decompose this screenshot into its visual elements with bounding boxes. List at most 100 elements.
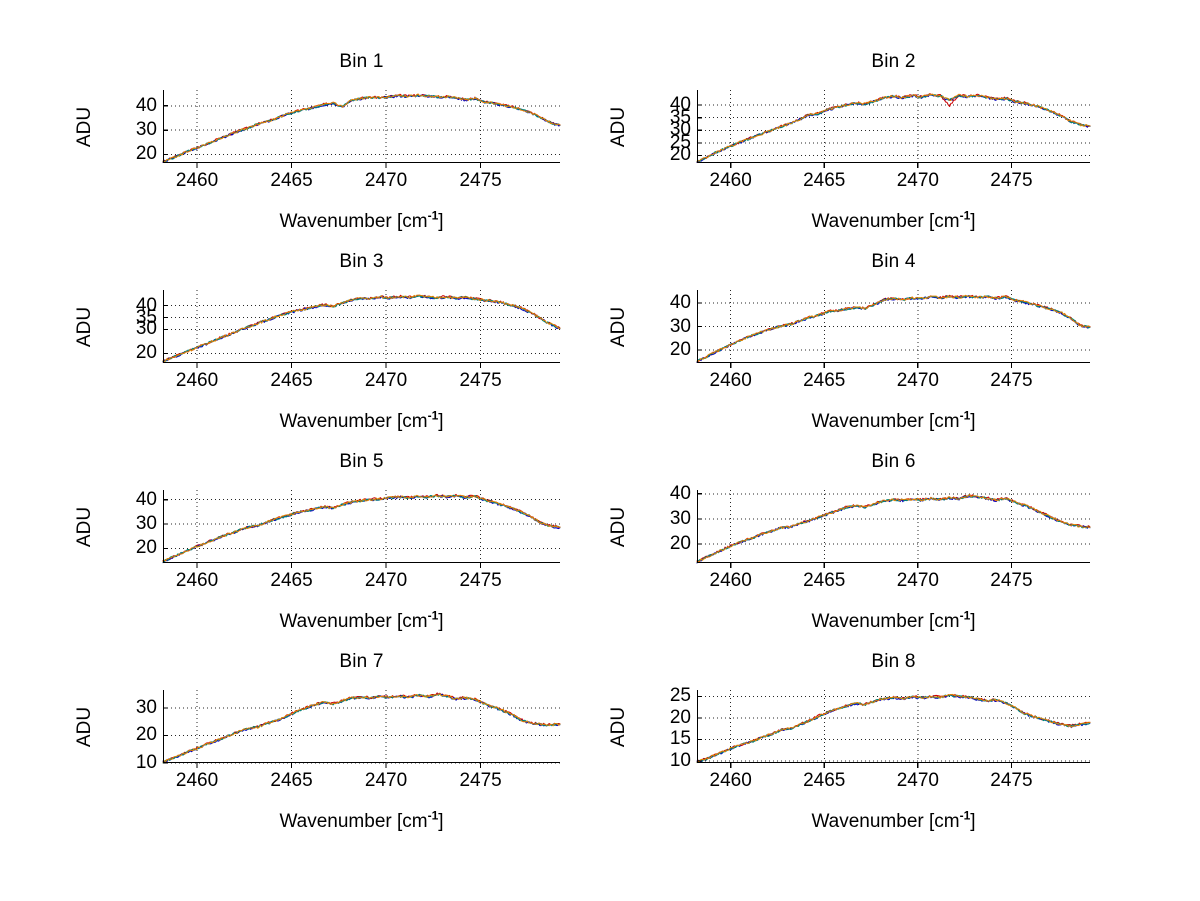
y-tick-label: 40	[135, 488, 157, 510]
data-series-series4	[696, 93, 1091, 162]
data-series-series4	[696, 294, 1091, 362]
y-tick-label: 15	[669, 728, 691, 750]
gridlines	[163, 690, 560, 764]
y-tick-labels: 20 30 35 40	[109, 290, 157, 363]
x-tick-label: 2475	[459, 770, 502, 791]
data-series-series2	[162, 94, 561, 163]
x-axis-label-text: Wavenumber [cm	[279, 811, 428, 832]
data-series-series3	[696, 694, 1091, 764]
y-tick-label: 20	[669, 706, 691, 728]
x-tick-label: 2465	[803, 170, 846, 191]
x-axis-label: Wavenumber [cm-1]	[697, 208, 1090, 232]
x-axis-label-text: Wavenumber [cm	[279, 211, 428, 232]
x-axis-label: Wavenumber [cm-1]	[697, 408, 1090, 432]
plot-svg	[696, 690, 1091, 768]
x-axis-label-bracket: ]	[438, 811, 444, 832]
x-axis-label-exponent: -1	[959, 608, 971, 623]
data-series-series2	[162, 294, 561, 363]
x-axis-label: Wavenumber [cm-1]	[163, 410, 560, 432]
x-axis-label-exponent: -1	[959, 208, 971, 223]
x-tick-label: 2475	[459, 170, 502, 191]
y-tick-label: 35	[135, 306, 157, 328]
y-tick-label: 30	[669, 315, 691, 337]
plot-area	[162, 490, 561, 568]
subplot-panel: Bin 8 10 15 20 25 ADU 2460 2465 2470 2475 Wavenumb…	[600, 651, 1091, 843]
y-tick-label: 25	[669, 685, 691, 707]
x-tick-label: 2465	[803, 770, 846, 791]
panel-title: Bin 4	[871, 251, 916, 272]
y-tick-labels: 20 30 40	[643, 484, 691, 563]
plot-area	[696, 690, 1091, 768]
gridlines	[163, 290, 560, 363]
plot-svg	[696, 290, 1091, 368]
x-tick-label: 2465	[270, 770, 313, 791]
y-axis-label: ADU	[74, 106, 95, 147]
data-series-series1	[696, 93, 1091, 164]
gridlines	[163, 90, 560, 163]
axis-lines	[696, 690, 1090, 768]
data-series-series3	[162, 494, 561, 563]
data-series-series1	[162, 692, 561, 763]
x-tick-label: 2470	[364, 570, 408, 591]
x-tick-label: 2465	[270, 170, 313, 191]
gridlines	[163, 490, 560, 563]
x-axis-label-text: Wavenumber [cm	[279, 611, 428, 632]
plot-svg	[162, 690, 561, 768]
panel-title: Bin 6	[871, 451, 916, 472]
x-axis-label-bracket: ]	[970, 211, 976, 232]
y-tick-labels: 20 30 40	[109, 90, 157, 164]
y-axis-label: ADU	[74, 506, 95, 547]
panel-title: Bin 5	[339, 451, 384, 472]
x-axis-label: Wavenumber [cm-1]	[697, 810, 1090, 832]
y-tick-labels: 10 15 20 25	[643, 686, 691, 769]
x-axis-label: Wavenumber [cm-1]	[697, 608, 1090, 632]
x-axis-label-exponent: -1	[959, 408, 971, 423]
x-tick-label: 2470	[896, 770, 939, 791]
x-tick-label: 2465	[803, 370, 846, 391]
y-tick-label: 20	[669, 339, 691, 361]
x-tick-label: 2460	[175, 170, 219, 191]
y-tick-label: 40	[669, 94, 691, 116]
data-series-series2	[162, 693, 561, 763]
plot-svg	[696, 90, 1091, 168]
panel-title: Bin 3	[339, 251, 384, 272]
data-series-series4	[162, 294, 561, 363]
x-tick-label: 2460	[709, 170, 752, 191]
subplot-panel: Bin 7 10 20 30 ADU 2460 2465 2470 2475 Wavenumber…	[60, 652, 561, 843]
plot-area	[162, 290, 561, 368]
y-tick-label: 30	[669, 119, 691, 141]
y-tick-label: 30	[135, 696, 157, 718]
data-series-series1	[162, 294, 561, 363]
x-axis-label-bracket: ]	[970, 611, 976, 632]
y-tick-labels: 10 20 30	[109, 690, 157, 772]
axis-lines	[162, 690, 560, 768]
y-tick-labels: 20 30 40	[109, 490, 157, 563]
x-tick-label: 2465	[270, 570, 313, 591]
y-axis-label: ADU	[608, 706, 629, 747]
plot-svg	[162, 90, 561, 168]
subplot-panel: Bin 2 20 25 30 35 40 ADU 2460 2465 2470 2475 Wavenu…	[600, 52, 1091, 243]
x-tick-label: 2475	[990, 170, 1033, 191]
x-axis-label-bracket: ]	[438, 411, 444, 432]
x-tick-label: 2470	[896, 170, 939, 191]
y-tick-label: 35	[669, 106, 691, 128]
y-tick-label: 40	[135, 294, 157, 316]
x-tick-label: 2470	[364, 170, 408, 191]
plot-area	[162, 690, 561, 768]
x-axis-label-bracket: ]	[970, 811, 976, 832]
y-axis-label: ADU	[608, 306, 629, 347]
x-tick-label: 2460	[175, 370, 219, 391]
data-series-series2	[696, 694, 1091, 763]
x-tick-label: 2470	[364, 370, 408, 391]
x-axis-label: Wavenumber [cm-1]	[163, 610, 560, 632]
panel-title: Bin 8	[871, 651, 916, 672]
gridlines	[697, 290, 1090, 363]
data-series-series2	[696, 495, 1091, 564]
data-series-series3	[696, 93, 1091, 163]
data-series-series1	[162, 493, 561, 562]
x-axis-label-bracket: ]	[438, 611, 444, 632]
x-tick-label: 2460	[709, 570, 752, 591]
x-axis-label: Wavenumber [cm-1]	[163, 208, 560, 232]
y-axis-label: ADU	[74, 706, 95, 747]
x-axis-label-exponent: -1	[427, 208, 439, 223]
